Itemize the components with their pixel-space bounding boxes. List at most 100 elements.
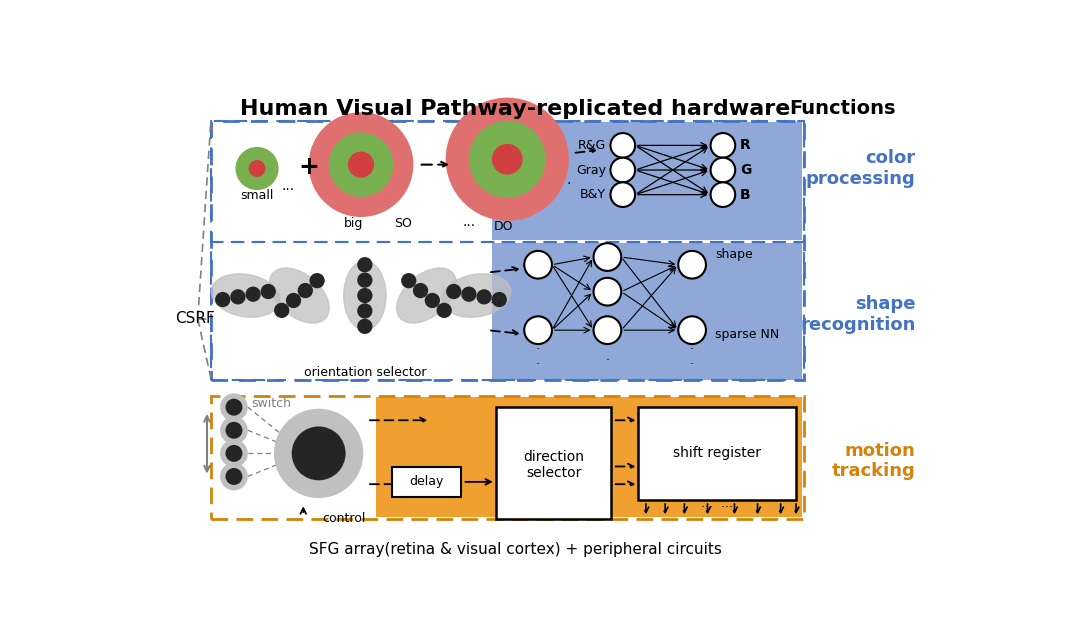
Circle shape bbox=[610, 183, 635, 207]
Circle shape bbox=[610, 133, 635, 158]
Text: Gray: Gray bbox=[576, 164, 606, 176]
Text: shape: shape bbox=[715, 249, 753, 261]
Text: ···  ···: ··· ··· bbox=[701, 501, 732, 514]
Text: Human Visual Pathway-replicated hardware: Human Visual Pathway-replicated hardware bbox=[240, 99, 791, 119]
Text: R&G: R&G bbox=[578, 139, 606, 152]
Circle shape bbox=[462, 287, 476, 301]
Text: ···: ··· bbox=[489, 297, 502, 310]
Circle shape bbox=[492, 293, 507, 306]
Circle shape bbox=[226, 445, 242, 462]
Text: ···: ··· bbox=[462, 219, 475, 233]
Text: SO: SO bbox=[394, 217, 413, 230]
Circle shape bbox=[426, 294, 440, 307]
Text: delay: delay bbox=[409, 476, 444, 488]
Circle shape bbox=[348, 152, 374, 178]
Text: orientation selector: orientation selector bbox=[303, 366, 427, 379]
Circle shape bbox=[524, 316, 552, 344]
Circle shape bbox=[610, 158, 635, 183]
Circle shape bbox=[235, 147, 279, 190]
Circle shape bbox=[594, 316, 621, 344]
Text: direction
selector: direction selector bbox=[523, 450, 584, 480]
Bar bbox=[211, 242, 804, 380]
Circle shape bbox=[220, 417, 247, 444]
Circle shape bbox=[491, 144, 523, 174]
Bar bbox=[638, 407, 796, 500]
Text: +: + bbox=[298, 155, 319, 179]
Circle shape bbox=[469, 120, 545, 198]
Circle shape bbox=[216, 293, 230, 306]
Circle shape bbox=[477, 290, 491, 304]
Bar bbox=[392, 467, 461, 496]
Text: R: R bbox=[740, 138, 751, 152]
Circle shape bbox=[226, 399, 242, 416]
Circle shape bbox=[357, 304, 372, 318]
Circle shape bbox=[594, 243, 621, 271]
Text: B: B bbox=[740, 188, 751, 202]
Circle shape bbox=[298, 283, 312, 297]
Circle shape bbox=[711, 133, 735, 158]
Text: CSRF: CSRF bbox=[175, 311, 215, 326]
Circle shape bbox=[274, 304, 288, 317]
Text: switch: switch bbox=[251, 397, 291, 410]
Circle shape bbox=[328, 133, 393, 197]
Circle shape bbox=[231, 290, 245, 304]
Text: color
processing: color processing bbox=[806, 149, 916, 188]
Text: sparse NN: sparse NN bbox=[715, 328, 780, 341]
Circle shape bbox=[437, 304, 451, 317]
Circle shape bbox=[414, 283, 428, 297]
Bar bbox=[377, 397, 802, 517]
Circle shape bbox=[678, 251, 706, 278]
Circle shape bbox=[309, 112, 414, 217]
Ellipse shape bbox=[270, 268, 329, 323]
Bar bbox=[491, 122, 802, 240]
Circle shape bbox=[292, 427, 346, 481]
Text: B&Y: B&Y bbox=[580, 188, 606, 201]
Circle shape bbox=[711, 183, 735, 207]
Text: ·
·: · · bbox=[690, 343, 694, 371]
Text: DO: DO bbox=[494, 220, 513, 233]
Text: control: control bbox=[323, 512, 366, 524]
Circle shape bbox=[524, 251, 552, 278]
Text: Functions: Functions bbox=[789, 99, 896, 118]
Circle shape bbox=[711, 158, 735, 183]
Text: ·
·: · · bbox=[606, 339, 609, 367]
Circle shape bbox=[246, 287, 260, 301]
Circle shape bbox=[261, 285, 275, 299]
Circle shape bbox=[357, 258, 372, 271]
Circle shape bbox=[594, 278, 621, 306]
Circle shape bbox=[248, 160, 266, 177]
Text: small: small bbox=[241, 189, 273, 202]
Text: shape
recognition: shape recognition bbox=[800, 295, 916, 334]
Circle shape bbox=[402, 274, 416, 288]
Circle shape bbox=[220, 393, 247, 421]
Circle shape bbox=[678, 316, 706, 344]
Bar bbox=[491, 243, 802, 380]
Circle shape bbox=[447, 285, 461, 299]
Circle shape bbox=[226, 422, 242, 439]
Bar bbox=[211, 120, 804, 380]
Text: big: big bbox=[343, 217, 363, 230]
Ellipse shape bbox=[442, 274, 511, 317]
Text: ·
·: · · bbox=[536, 343, 540, 371]
Circle shape bbox=[357, 288, 372, 302]
Circle shape bbox=[446, 98, 569, 221]
Circle shape bbox=[357, 320, 372, 333]
Text: ·: · bbox=[567, 177, 571, 191]
Ellipse shape bbox=[212, 274, 280, 317]
Text: G: G bbox=[740, 163, 752, 177]
Circle shape bbox=[286, 294, 300, 307]
Circle shape bbox=[310, 274, 324, 288]
Ellipse shape bbox=[343, 261, 386, 330]
Circle shape bbox=[220, 439, 247, 467]
Text: shift register: shift register bbox=[673, 446, 760, 460]
Text: motion
tracking: motion tracking bbox=[832, 442, 916, 481]
Circle shape bbox=[220, 463, 247, 490]
Bar bbox=[211, 120, 804, 242]
Circle shape bbox=[226, 468, 242, 485]
Text: SFG array(retina & visual cortex) + peripheral circuits: SFG array(retina & visual cortex) + peri… bbox=[309, 541, 721, 557]
Ellipse shape bbox=[396, 268, 456, 323]
Bar bbox=[496, 407, 611, 519]
Circle shape bbox=[274, 409, 363, 498]
Text: ···: ··· bbox=[281, 183, 295, 197]
Bar bbox=[211, 396, 804, 519]
